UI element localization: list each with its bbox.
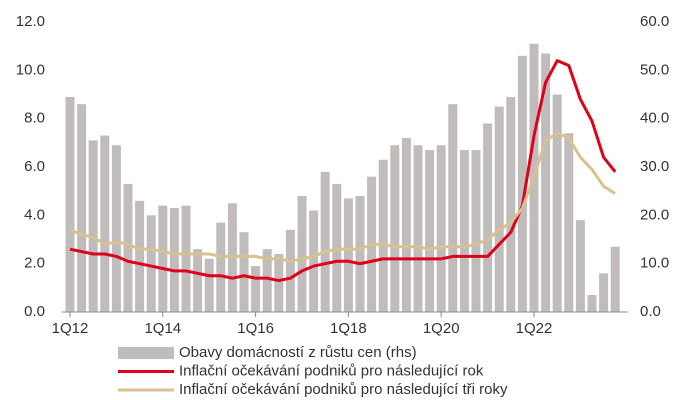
bar — [77, 104, 87, 313]
bar — [378, 159, 388, 312]
y-tick-label: 6.0 — [24, 158, 45, 175]
y2-tick-label: 20.0 — [640, 206, 669, 223]
x-tick-label: 1Q18 — [330, 320, 367, 337]
bar — [100, 135, 110, 312]
line — [69, 59, 617, 283]
y2-tick-label: 30.0 — [640, 158, 669, 175]
bar — [146, 215, 156, 312]
bar — [436, 145, 446, 312]
bar — [111, 145, 121, 312]
bar — [494, 106, 504, 312]
bar — [564, 133, 574, 312]
x-tick-label: 1Q12 — [52, 320, 89, 337]
bar — [448, 104, 458, 313]
y2-tick-label: 40.0 — [640, 110, 669, 127]
y-tick-label: 12.0 — [16, 13, 45, 30]
bar — [587, 295, 597, 312]
y2-tick-label: 50.0 — [640, 61, 669, 78]
bar — [123, 183, 133, 312]
bar — [251, 266, 261, 312]
y2-tick-label: 60.0 — [640, 13, 669, 30]
bar — [169, 208, 179, 312]
bar — [320, 171, 330, 312]
bar — [610, 246, 620, 312]
bar — [425, 150, 435, 312]
bar — [193, 249, 203, 312]
bar — [158, 205, 168, 312]
bar — [65, 96, 75, 313]
bar — [541, 53, 551, 313]
y-tick-label: 2.0 — [24, 255, 45, 272]
y-tick-label: 10.0 — [16, 61, 45, 78]
legend-label: Obavy domácností z růstu cen (rhs) — [179, 344, 417, 361]
bar — [483, 123, 493, 312]
bar — [285, 229, 295, 312]
line — [69, 131, 616, 263]
bar — [309, 210, 319, 312]
legend-label: Inflační očekávání podniků pro následují… — [179, 381, 508, 398]
x-tick-label: 1Q20 — [423, 320, 460, 337]
bar — [274, 254, 284, 312]
bar — [297, 196, 307, 312]
x-tick-label: 1Q14 — [144, 320, 181, 337]
y-tick-label: 0.0 — [24, 303, 45, 320]
bar — [413, 145, 423, 312]
legend-label: Inflační očekávání podniků pro následují… — [179, 362, 484, 379]
x-tick-label: 1Q22 — [516, 320, 553, 337]
bar — [552, 94, 562, 312]
bar — [471, 150, 481, 312]
x-tick-label: 1Q16 — [237, 320, 274, 337]
bar — [355, 196, 365, 312]
y-tick-label: 4.0 — [24, 206, 45, 223]
bar — [204, 258, 214, 312]
y2-tick-label: 0.0 — [640, 303, 661, 320]
bar — [88, 140, 98, 312]
bar — [262, 249, 272, 312]
bar — [517, 55, 527, 312]
bar — [135, 200, 145, 312]
bar — [239, 232, 249, 312]
bar — [216, 222, 226, 312]
bar — [506, 96, 516, 313]
bar — [181, 205, 191, 312]
bar — [390, 145, 400, 312]
legend-swatch — [118, 347, 174, 359]
bar — [599, 273, 609, 312]
bar — [575, 220, 585, 312]
bar — [401, 138, 411, 312]
bar — [343, 198, 353, 312]
y-tick-label: 8.0 — [24, 110, 45, 127]
y2-tick-label: 10.0 — [640, 255, 669, 272]
bar — [459, 150, 469, 312]
